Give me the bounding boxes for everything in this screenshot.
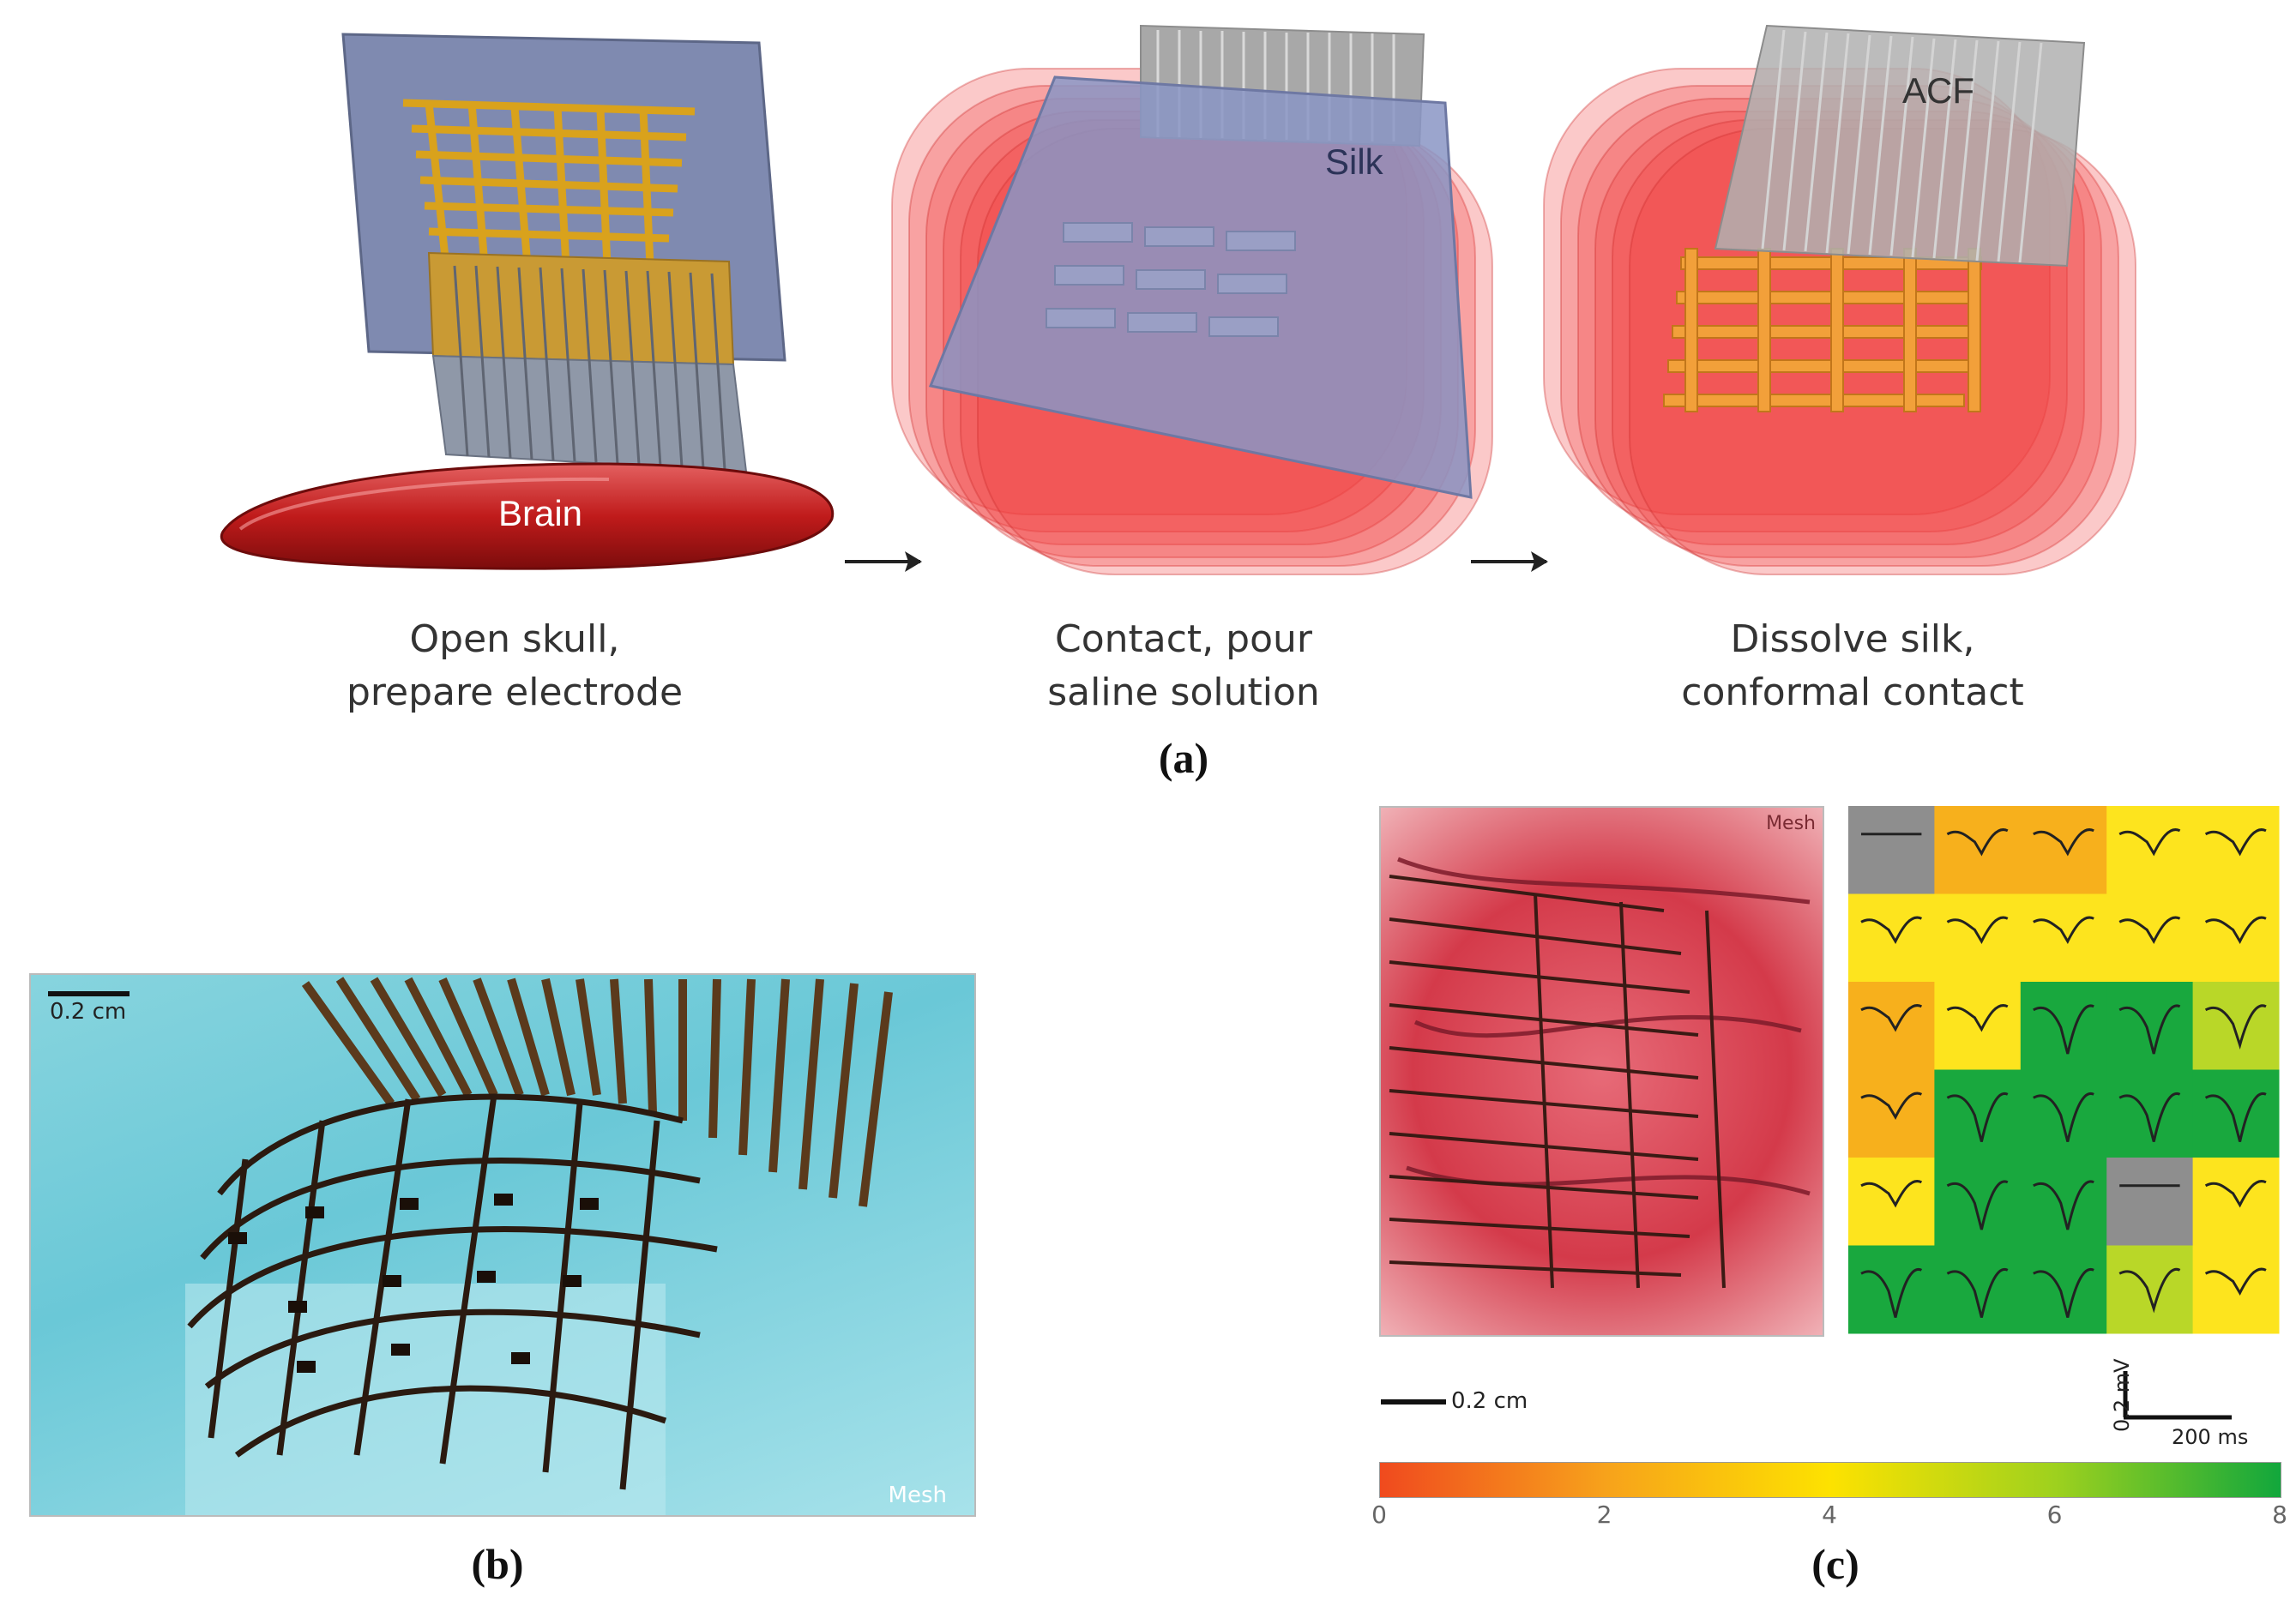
response-trace — [1946, 828, 2009, 857]
mv-scale-label: 0.2 mV — [2110, 1358, 2134, 1432]
response-cell — [2106, 893, 2194, 983]
response-trace — [2118, 1267, 2181, 1314]
silk-illustration — [891, 24, 1493, 575]
response-trace — [1860, 1004, 1923, 1032]
photo-tag: Mesh — [1766, 813, 1816, 834]
response-trace — [1860, 1267, 1923, 1318]
response-trace — [2033, 1267, 2094, 1318]
response-cell — [2106, 982, 2194, 1070]
response-trace — [2204, 1267, 2267, 1296]
response-cell — [2020, 1245, 2107, 1334]
brain-tag: Brain — [497, 493, 583, 533]
response-trace — [2118, 916, 2181, 944]
response-trace — [2118, 828, 2181, 857]
panel-b-label: (b) — [471, 1540, 524, 1588]
brain-mesh-photo: Mesh — [1379, 806, 1824, 1337]
photo-scale-bar — [1381, 1399, 1446, 1404]
colorbar-tick-label: 6 — [2046, 1501, 2063, 1529]
brain-illustration — [220, 462, 835, 570]
response-cell — [2020, 1069, 2107, 1158]
mesh-electrode-drawing — [48, 977, 893, 1515]
response-trace — [2033, 916, 2094, 944]
response-cell — [1934, 1158, 2022, 1246]
electrode-illustration — [341, 33, 786, 473]
response-trace — [1946, 916, 2009, 944]
response-cell — [2020, 982, 2107, 1070]
response-cell — [1934, 1069, 2022, 1158]
silk-tag: Silk — [1325, 141, 1383, 182]
acf-tag: ACF — [1902, 70, 1974, 111]
mesh-photo: 0.2 cm Mesh — [29, 973, 976, 1517]
response-cell — [1848, 1245, 1935, 1334]
response-trace — [1946, 1004, 2009, 1032]
response-trace — [2204, 1092, 2267, 1142]
response-cell — [2106, 806, 2194, 894]
colorbar-tick-label: 2 — [1596, 1501, 1612, 1529]
response-cell — [2020, 1158, 2107, 1246]
response-cell — [2020, 806, 2107, 894]
response-trace — [1860, 1180, 1923, 1208]
scale-bar-label: 0.2 cm — [50, 999, 127, 1025]
response-trace — [1946, 1180, 2009, 1230]
arrow-right-icon — [1471, 551, 1548, 572]
response-cell — [2192, 1245, 2280, 1334]
response-trace — [2204, 1180, 2267, 1208]
response-map — [1848, 806, 2280, 1334]
response-trace — [2033, 1092, 2094, 1142]
response-cell — [1848, 1158, 1935, 1246]
response-trace — [2118, 1004, 2181, 1055]
response-cell — [2106, 1069, 2194, 1158]
arrow-right-icon — [845, 551, 922, 572]
response-cell — [1934, 806, 2022, 894]
colorbar-tick-label: 0 — [1371, 1501, 1387, 1529]
response-trace — [1946, 1092, 2009, 1142]
response-cell — [1934, 982, 2022, 1070]
response-trace — [2033, 1004, 2094, 1055]
voltage-time-scalebar — [2123, 1371, 2232, 1420]
response-cell — [2192, 806, 2280, 894]
response-cell — [2192, 1158, 2280, 1246]
response-trace — [1860, 916, 1923, 944]
acf-illustration — [1543, 24, 2136, 575]
step-1-caption: Open skull, prepare electrode — [346, 617, 684, 714]
colorbar-tick-label: 8 — [2272, 1501, 2287, 1529]
photo-scale-label: 0.2 cm — [1451, 1388, 1528, 1414]
response-trace — [2204, 916, 2267, 944]
response-cell — [2020, 893, 2107, 983]
response-cell — [2192, 1069, 2280, 1158]
panel-a-label: (a) — [1158, 734, 1209, 782]
brain-mesh-drawing — [1389, 857, 1811, 1289]
response-cell — [1848, 806, 1935, 894]
response-cell — [2192, 982, 2280, 1070]
ms-scale-label: 200 ms — [2172, 1425, 2249, 1449]
step-3-caption: Dissolve silk, conformal contact — [1681, 617, 2024, 714]
response-cell — [1848, 982, 1935, 1070]
response-cell — [1848, 1069, 1935, 1158]
response-trace — [2204, 828, 2267, 857]
response-trace — [2204, 1004, 2267, 1050]
response-cell — [1934, 1245, 2022, 1334]
panel-c-label: (c) — [1811, 1540, 1859, 1588]
response-trace — [2033, 1180, 2094, 1230]
response-cell — [2192, 893, 2280, 983]
response-cell — [2106, 1158, 2194, 1246]
mesh-tag: Mesh — [888, 1483, 947, 1508]
response-trace — [2033, 828, 2094, 857]
response-cell — [2106, 1245, 2194, 1334]
response-trace — [1946, 1267, 2009, 1318]
response-cell — [1848, 893, 1935, 983]
response-trace — [2118, 1092, 2181, 1142]
step-2-caption: Contact, pour saline solution — [1047, 617, 1320, 714]
response-cell — [1934, 893, 2022, 983]
colorbar-tick-label: 4 — [1822, 1501, 1837, 1529]
response-trace — [1860, 1092, 1923, 1120]
colorbar — [1379, 1462, 2281, 1498]
